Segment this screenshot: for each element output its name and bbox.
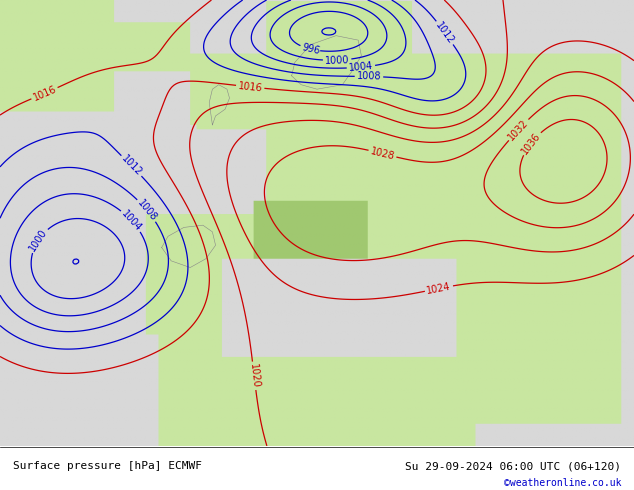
Text: 1024: 1024 (426, 281, 452, 296)
Text: 1032: 1032 (507, 117, 531, 142)
Text: 996: 996 (301, 42, 321, 56)
Text: 1008: 1008 (135, 197, 158, 223)
Text: 1012: 1012 (434, 20, 456, 46)
Text: 1020: 1020 (248, 363, 261, 389)
Text: 1016: 1016 (31, 84, 58, 103)
Text: ©weatheronline.co.uk: ©weatheronline.co.uk (504, 478, 621, 488)
Text: 1028: 1028 (370, 146, 396, 161)
Text: 1008: 1008 (356, 71, 381, 82)
Text: 1000: 1000 (325, 55, 349, 66)
Text: 1016: 1016 (238, 81, 263, 93)
Text: 1004: 1004 (348, 61, 373, 73)
Text: Su 29-09-2024 06:00 UTC (06+120): Su 29-09-2024 06:00 UTC (06+120) (405, 462, 621, 471)
Text: Surface pressure [hPa] ECMWF: Surface pressure [hPa] ECMWF (13, 462, 202, 471)
Text: 1004: 1004 (119, 208, 143, 233)
Text: 1036: 1036 (520, 130, 543, 156)
Text: 1012: 1012 (119, 153, 144, 178)
Text: 1000: 1000 (27, 227, 49, 253)
